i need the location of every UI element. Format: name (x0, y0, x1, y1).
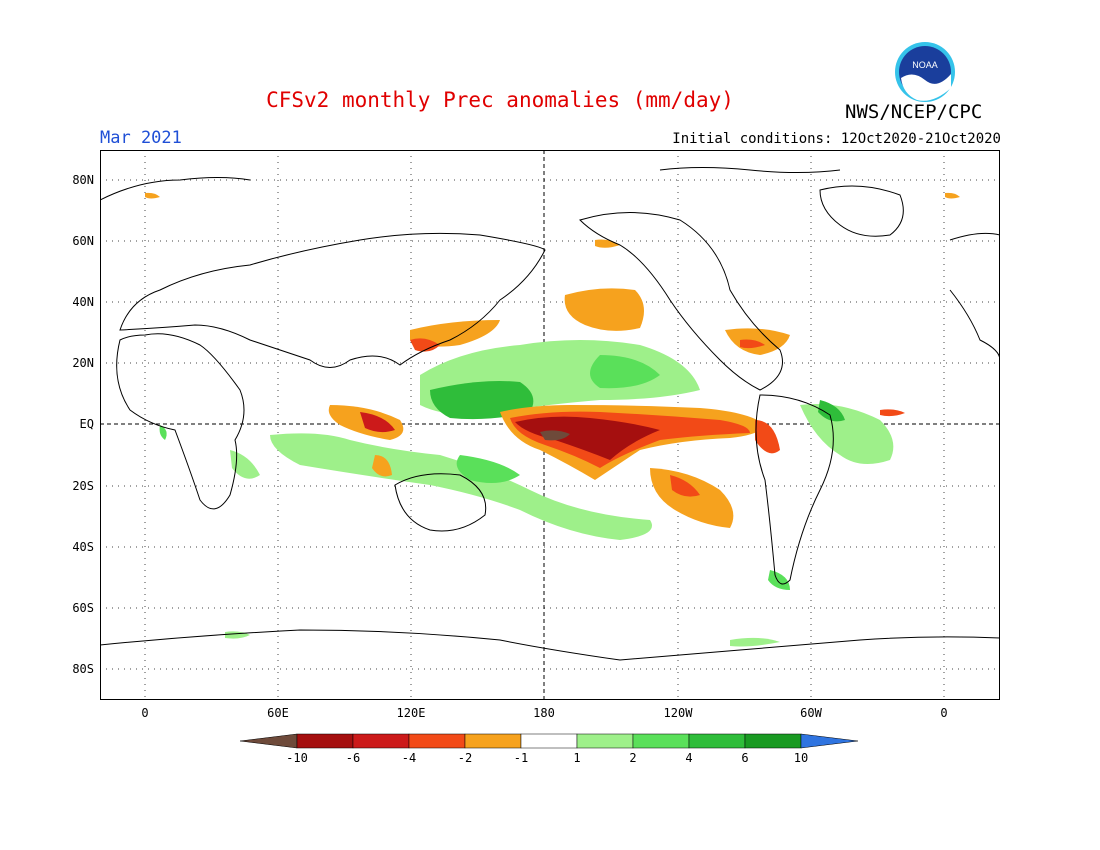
lon-label-0: 0 (141, 706, 149, 720)
lon-label-60w: 60W (800, 706, 822, 720)
colorbar (239, 733, 860, 753)
lon-label-180: 180 (533, 706, 555, 720)
lon-label-120e: 120E (396, 706, 426, 720)
forecast-month: Mar 2021 (100, 128, 182, 148)
colorbar-label-m4: -4 (401, 751, 417, 765)
colorbar-2-4 (632, 733, 690, 749)
colorbar-label-10: 10 (793, 751, 809, 765)
colorbar-label-6: 6 (741, 751, 749, 765)
lat-label-60n: 60N (72, 234, 94, 248)
dry-anomalies (145, 192, 960, 528)
colorbar-label-m1: -1 (513, 751, 529, 765)
noaa-logo: NOAA (893, 40, 957, 104)
lon-label-0-east: 0 (940, 706, 948, 720)
coastlines (99, 167, 1001, 661)
colorbar-gt10 (800, 733, 859, 749)
colorbar-label-2: 2 (629, 751, 637, 765)
colorbar-m10-m6 (296, 733, 354, 749)
lon-label-120w: 120W (663, 706, 693, 720)
colorbar-lt-minus10 (239, 733, 298, 749)
agency-label: NWS/NCEP/CPC (845, 101, 983, 123)
lon-label-60e: 60E (267, 706, 289, 720)
colorbar-label-1: 1 (573, 751, 581, 765)
colorbar-m2-m1 (464, 733, 522, 749)
logo-text: NOAA (912, 60, 938, 70)
lat-label-20n: 20N (72, 356, 94, 370)
colorbar-label-m10: -10 (286, 751, 308, 765)
precip-anomaly-map (99, 149, 1001, 701)
colorbar-m6-m4 (352, 733, 410, 749)
initial-conditions: Initial conditions: 12Oct2020-21Oct2020 (672, 131, 1001, 147)
colorbar-4-6 (688, 733, 746, 749)
colorbar-label-4: 4 (685, 751, 693, 765)
lat-label-60s: 60S (72, 601, 94, 615)
lat-label-eq: EQ (79, 417, 94, 431)
chart-title: CFSv2 monthly Prec anomalies (mm/day) (266, 88, 734, 112)
map-svg (99, 149, 1001, 701)
lat-label-40s: 40S (72, 540, 94, 554)
colorbar-label-m6: -6 (345, 751, 361, 765)
wet-anomalies (159, 340, 894, 647)
colorbar-m4-m2 (408, 733, 466, 749)
colorbar-label-m2: -2 (457, 751, 473, 765)
lat-label-80n: 80N (72, 173, 94, 187)
colorbar-6-10 (744, 733, 802, 749)
colorbar-m1-1 (520, 733, 578, 749)
colorbar-1-2 (576, 733, 634, 749)
lat-label-40n: 40N (72, 295, 94, 309)
lat-label-20s: 20S (72, 479, 94, 493)
lat-label-80s: 80S (72, 662, 94, 676)
